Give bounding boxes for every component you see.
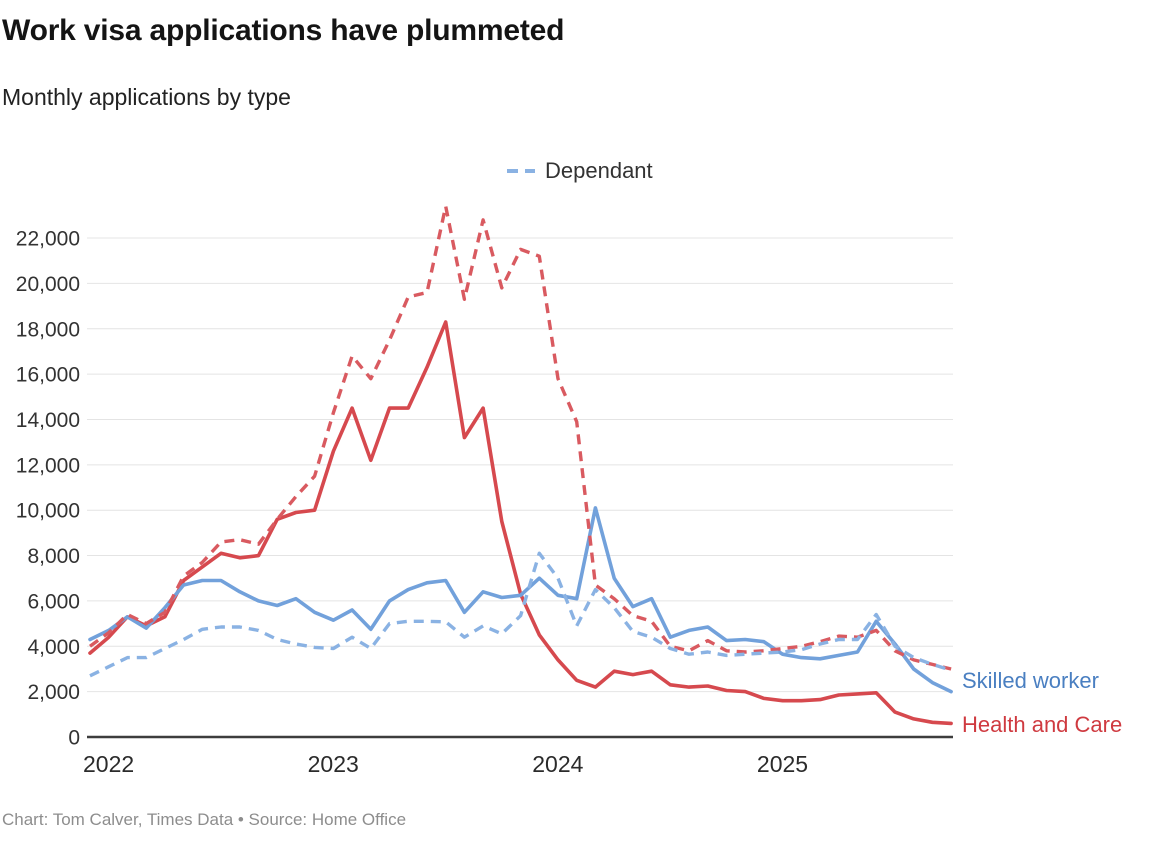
series-line-skilled-worker bbox=[88, 506, 953, 694]
y-tick-label: 12,000 bbox=[16, 454, 80, 477]
y-tick-label: 0 bbox=[68, 727, 80, 750]
y-tick-label: 4,000 bbox=[27, 636, 80, 659]
series-line-health-and-care-dependant bbox=[89, 204, 952, 671]
x-tick-label: 2023 bbox=[308, 751, 359, 777]
chart-credit: Chart: Tom Calver, Times Data • Source: … bbox=[2, 810, 407, 829]
chart-title: Work visa applications have plummeted bbox=[2, 14, 565, 47]
legend-label: Dependant bbox=[545, 158, 653, 183]
series-label-health-and-care: Health and Care bbox=[962, 712, 1123, 737]
y-tick-label: 10,000 bbox=[16, 500, 80, 523]
y-tick-label: 18,000 bbox=[16, 318, 80, 341]
y-tick-label: 6,000 bbox=[27, 590, 80, 613]
series-line-health-and-care bbox=[88, 320, 953, 726]
y-tick-label: 2,000 bbox=[27, 681, 80, 704]
y-tick-label: 14,000 bbox=[16, 409, 80, 432]
x-tick-label: 2024 bbox=[532, 751, 583, 777]
x-tick-label: 2025 bbox=[757, 751, 808, 777]
x-tick-label: 2022 bbox=[83, 751, 134, 777]
series-label-skilled-worker: Skilled worker bbox=[962, 668, 1099, 693]
y-tick-label: 8,000 bbox=[27, 545, 80, 568]
legend: Dependant bbox=[506, 158, 653, 184]
y-tick-label: 22,000 bbox=[16, 228, 80, 251]
series-line-skilled-worker-dependant bbox=[89, 551, 952, 678]
y-tick-label: 20,000 bbox=[16, 273, 80, 296]
dependant-dash-icon bbox=[507, 169, 535, 173]
y-tick-label: 16,000 bbox=[16, 364, 80, 387]
chart-subtitle: Monthly applications by type bbox=[2, 84, 291, 110]
